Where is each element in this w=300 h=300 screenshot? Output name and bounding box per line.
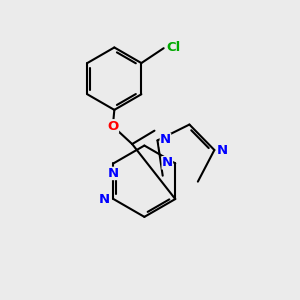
Text: N: N — [162, 156, 173, 169]
Text: N: N — [160, 133, 171, 146]
Text: N: N — [217, 144, 228, 157]
Text: N: N — [108, 167, 119, 180]
Text: O: O — [107, 120, 118, 133]
Text: N: N — [99, 193, 110, 206]
Text: Cl: Cl — [166, 41, 180, 54]
